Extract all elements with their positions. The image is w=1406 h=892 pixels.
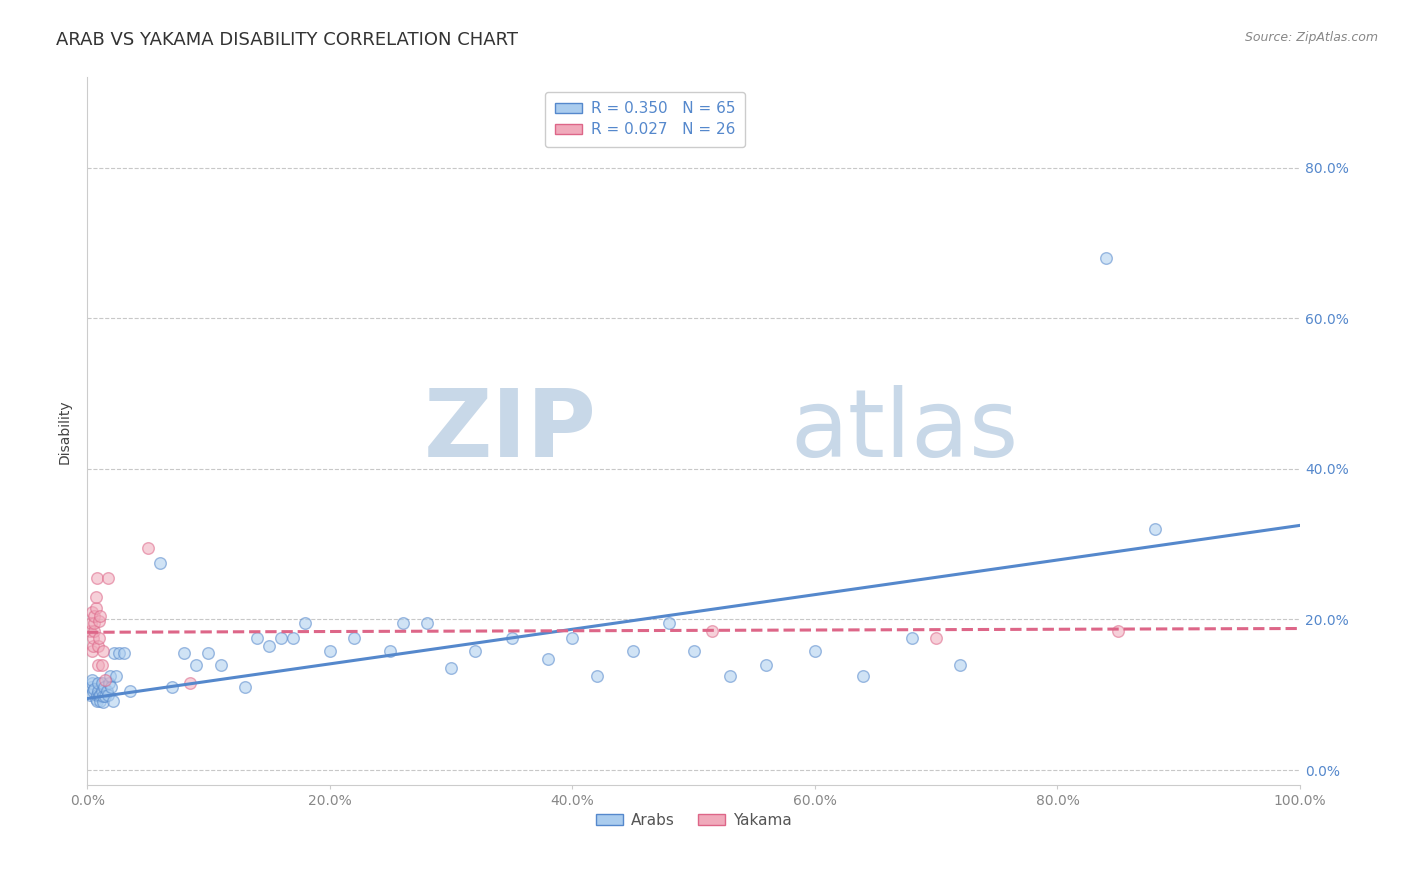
Point <box>103 646 125 660</box>
Point <box>80 644 103 658</box>
Point <box>80 673 103 687</box>
Point <box>86 694 108 708</box>
Point <box>89 690 111 704</box>
Point <box>283 632 305 646</box>
Point <box>100 680 122 694</box>
Point <box>682 644 704 658</box>
Point <box>80 680 103 694</box>
Point <box>83 616 105 631</box>
Point <box>82 632 104 646</box>
Point <box>97 571 120 585</box>
Point <box>87 639 110 653</box>
Point <box>718 669 741 683</box>
Point <box>561 632 583 646</box>
Point <box>501 632 523 646</box>
Point <box>93 680 115 694</box>
Point <box>118 684 141 698</box>
Point <box>136 541 159 555</box>
Point <box>257 639 280 653</box>
Text: ARAB VS YAKAMA DISABILITY CORRELATION CHART: ARAB VS YAKAMA DISABILITY CORRELATION CH… <box>56 31 519 49</box>
Point <box>440 661 463 675</box>
Point <box>90 657 112 672</box>
Point <box>89 694 111 708</box>
Point <box>84 590 107 604</box>
Point <box>270 632 292 646</box>
Point <box>89 614 111 628</box>
Point <box>82 639 104 653</box>
Point <box>94 673 117 687</box>
Point <box>86 571 108 585</box>
Point <box>80 616 103 631</box>
Point <box>107 646 129 660</box>
Point <box>97 688 120 702</box>
Point <box>80 676 103 690</box>
Point <box>1143 522 1166 536</box>
Point <box>464 644 486 658</box>
Point <box>149 556 172 570</box>
Point <box>87 657 110 672</box>
Point <box>319 644 342 658</box>
Point <box>186 657 208 672</box>
Point <box>755 657 778 672</box>
Point <box>700 624 723 638</box>
Point <box>96 684 118 698</box>
Point <box>294 616 316 631</box>
Point <box>197 646 219 660</box>
Point <box>173 646 195 660</box>
Legend: Arabs, Yakama: Arabs, Yakama <box>589 807 797 834</box>
Point <box>89 688 111 702</box>
Point <box>84 691 107 706</box>
Point <box>949 657 972 672</box>
Point <box>90 676 112 690</box>
Point <box>82 684 104 698</box>
Point <box>90 684 112 698</box>
Point <box>89 632 111 646</box>
Point <box>179 676 201 690</box>
Point <box>852 669 875 683</box>
Point <box>87 684 110 698</box>
Point <box>621 644 644 658</box>
Point <box>80 605 103 619</box>
Text: Source: ZipAtlas.com: Source: ZipAtlas.com <box>1244 31 1378 45</box>
Point <box>87 676 110 690</box>
Point <box>105 669 128 683</box>
Point <box>83 608 105 623</box>
Point <box>98 669 121 683</box>
Text: ZIP: ZIP <box>423 385 596 477</box>
Point <box>925 632 948 646</box>
Point <box>380 644 402 658</box>
Point <box>91 690 114 704</box>
Point <box>804 644 827 658</box>
Point <box>209 657 232 672</box>
Point <box>112 646 135 660</box>
Y-axis label: Disability: Disability <box>58 399 72 464</box>
Point <box>91 644 114 658</box>
Point <box>79 688 101 702</box>
Point <box>101 694 124 708</box>
Point <box>160 680 183 694</box>
Point <box>901 632 924 646</box>
Point <box>343 632 366 646</box>
Point <box>94 690 117 704</box>
Point <box>416 616 439 631</box>
Point <box>246 632 269 646</box>
Point <box>658 616 681 631</box>
Point <box>89 608 111 623</box>
Point <box>86 688 108 702</box>
Text: atlas: atlas <box>790 385 1019 477</box>
Point <box>585 669 607 683</box>
Point <box>84 601 107 615</box>
Point <box>91 695 114 709</box>
Point <box>233 680 256 694</box>
Point <box>79 624 101 638</box>
Point <box>1095 251 1118 265</box>
Point <box>1107 624 1129 638</box>
Point <box>98 676 121 690</box>
Point <box>391 616 413 631</box>
Point <box>83 681 105 696</box>
Point <box>83 624 105 638</box>
Point <box>537 651 560 665</box>
